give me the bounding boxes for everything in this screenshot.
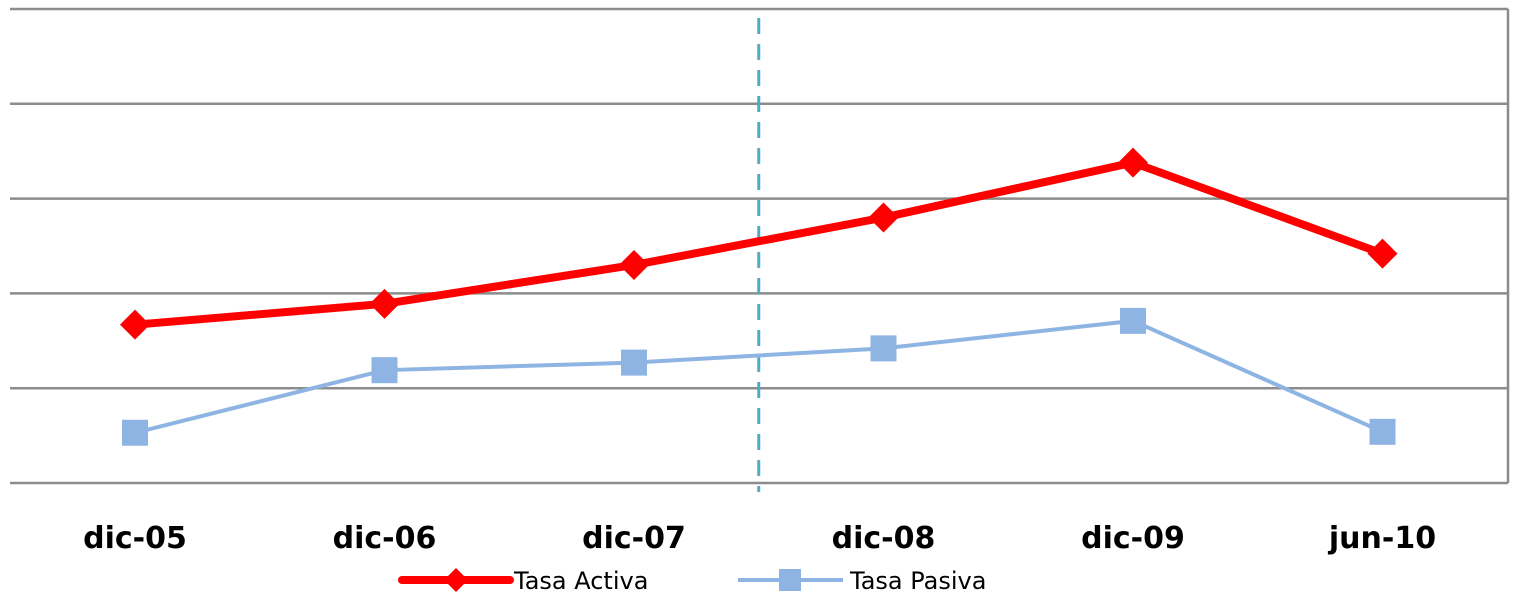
legend-item-tasa-pasiva: Tasa Pasiva: [738, 567, 986, 595]
data-point-tasa-activa: [120, 309, 150, 340]
data-point-tasa-pasiva: [122, 419, 148, 446]
legend-label-tasa-activa: Tasa Activa: [513, 567, 648, 595]
data-point-tasa-pasiva: [1369, 418, 1396, 445]
legend-marker-tasa-activa: [444, 568, 468, 592]
data-point-tasa-pasiva: [371, 357, 398, 384]
data-point-tasa-activa: [868, 202, 899, 233]
x-tick-label: jun-10: [1328, 521, 1436, 556]
legend-marker-tasa-pasiva: [779, 569, 801, 591]
data-point-tasa-activa: [369, 288, 400, 319]
data-point-tasa-activa: [1367, 238, 1398, 269]
legend: Tasa Activa Tasa Pasiva: [398, 567, 986, 595]
x-tick-label: dic-08: [832, 521, 936, 556]
x-tick-label: dic-07: [582, 521, 686, 556]
data-point-tasa-pasiva: [1120, 307, 1146, 334]
data-point-tasa-pasiva: [621, 349, 647, 376]
x-tick-label: dic-05: [83, 521, 187, 556]
data-point-tasa-activa: [619, 249, 649, 280]
series-layer: [120, 147, 1398, 446]
x-tick-label: dic-06: [333, 521, 437, 556]
legend-item-tasa-activa: Tasa Activa: [398, 567, 648, 595]
x-axis-tick-labels: dic-05 dic-06 dic-07 dic-08 dic-09 jun-10: [83, 521, 1436, 556]
data-point-tasa-activa: [1118, 147, 1148, 178]
series-line-tasa-activa: [131, 158, 1387, 329]
data-point-tasa-pasiva: [870, 335, 897, 362]
series-line-tasa-pasiva: [133, 318, 1385, 435]
legend-label-tasa-pasiva: Tasa Pasiva: [849, 567, 986, 595]
x-tick-label: dic-09: [1081, 521, 1185, 556]
